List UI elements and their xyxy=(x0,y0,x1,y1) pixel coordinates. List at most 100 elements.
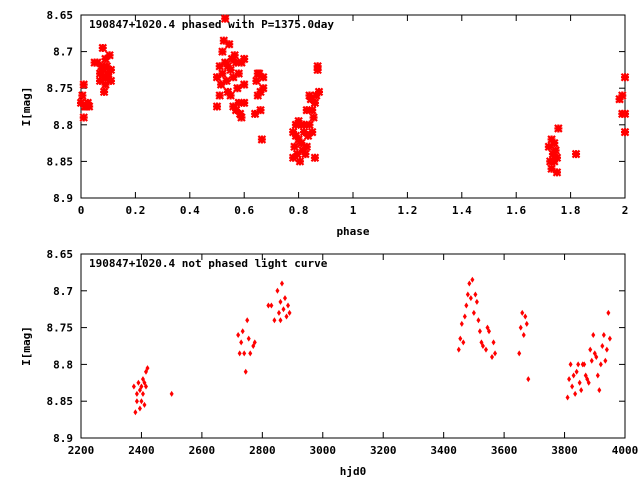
data-point xyxy=(601,331,606,338)
data-point xyxy=(487,328,491,335)
y-axis-label: I[mag] xyxy=(20,87,33,127)
data-point xyxy=(591,331,596,338)
data-point xyxy=(139,383,144,390)
data-point xyxy=(139,398,144,405)
unphased-light-curve-panel: 2200 2400 2600 2800 3000 3200 3400 3600 3800 4000… xyxy=(20,248,638,478)
data-point xyxy=(258,72,268,82)
data-point xyxy=(254,69,264,78)
data-point xyxy=(142,401,147,408)
data-point xyxy=(589,357,594,364)
data-point xyxy=(131,383,136,390)
data-point xyxy=(95,76,105,86)
data-point xyxy=(79,113,88,122)
x-tick-label: 0.4 xyxy=(180,204,200,217)
x-tick-label: 2400 xyxy=(128,444,155,457)
data-point xyxy=(212,72,222,82)
data-point xyxy=(278,298,283,305)
data-point xyxy=(246,335,251,342)
data-point xyxy=(305,120,314,130)
y-tick-label: 8.7 xyxy=(53,285,73,298)
data-point xyxy=(134,390,139,397)
data-point xyxy=(552,153,562,163)
data-point xyxy=(470,276,475,283)
data-point xyxy=(297,138,306,148)
x-tick-label: 0.6 xyxy=(234,204,254,217)
data-point xyxy=(620,109,630,119)
y-tick-label: 8.65 xyxy=(47,248,74,261)
y-tick-label: 8.8 xyxy=(53,358,73,371)
data-point xyxy=(547,164,556,173)
data-point xyxy=(239,98,249,108)
chart-title: 190847+1020.4 phased with P=1375.0day xyxy=(89,18,334,31)
data-point xyxy=(231,105,241,115)
data-point xyxy=(226,91,235,100)
data-point xyxy=(309,113,318,122)
chart-title: 190847+1020.4 not phased light curve xyxy=(89,257,328,270)
data-point xyxy=(279,280,284,287)
data-point xyxy=(571,372,576,379)
data-point xyxy=(517,350,522,357)
data-point xyxy=(237,350,242,357)
data-point xyxy=(301,149,310,159)
data-point xyxy=(234,69,244,78)
data-point xyxy=(473,291,478,298)
data-point xyxy=(257,135,267,144)
x-tick-label: 1.4 xyxy=(452,204,472,217)
data-point xyxy=(272,317,277,324)
data-point xyxy=(99,87,109,97)
y-tick-label: 8.8 xyxy=(53,119,73,132)
data-point xyxy=(586,379,591,386)
data-point xyxy=(245,317,250,324)
data-point xyxy=(235,109,245,119)
data-point xyxy=(99,72,109,82)
x-axis-label: hjd0 xyxy=(340,465,367,478)
data-point xyxy=(594,354,599,361)
data-point xyxy=(577,379,582,386)
data-point xyxy=(237,113,246,122)
data-point xyxy=(78,91,87,100)
x-tick-label: 2600 xyxy=(189,444,216,457)
data-point xyxy=(552,168,562,177)
data-point xyxy=(143,383,148,390)
data-point xyxy=(571,149,581,159)
data-point xyxy=(240,328,245,335)
data-point xyxy=(76,98,86,108)
data-point xyxy=(597,387,602,394)
data-point xyxy=(464,302,469,309)
data-point xyxy=(97,61,106,71)
data-point xyxy=(299,120,309,130)
data-point xyxy=(461,339,466,346)
data-point xyxy=(84,102,94,111)
data-point xyxy=(579,387,584,394)
data-point xyxy=(573,390,578,397)
data-point xyxy=(283,295,287,302)
data-point xyxy=(212,102,222,111)
data-point xyxy=(520,309,525,316)
y-tick-label: 8.7 xyxy=(53,46,73,59)
data-point xyxy=(133,409,138,416)
data-point xyxy=(215,61,224,71)
data-point xyxy=(620,127,630,137)
data-point xyxy=(598,361,603,368)
data-point xyxy=(456,346,461,353)
data-point xyxy=(242,350,247,357)
data-point xyxy=(252,76,261,86)
data-point xyxy=(236,331,241,338)
data-point xyxy=(136,379,141,386)
data-point xyxy=(303,131,313,141)
data-point xyxy=(284,313,289,320)
x-tick-label: 4000 xyxy=(612,444,639,457)
data-point xyxy=(576,361,581,368)
data-point xyxy=(550,138,559,148)
data-point xyxy=(524,320,529,327)
data-point xyxy=(224,40,234,49)
x-tick-label: 3600 xyxy=(491,444,518,457)
data-point xyxy=(465,291,470,298)
data-point xyxy=(523,313,528,320)
data-point xyxy=(467,280,472,287)
data-point xyxy=(305,91,314,100)
data-point xyxy=(290,142,299,152)
data-point xyxy=(545,157,555,166)
data-point xyxy=(480,343,485,349)
data-point xyxy=(574,368,579,375)
